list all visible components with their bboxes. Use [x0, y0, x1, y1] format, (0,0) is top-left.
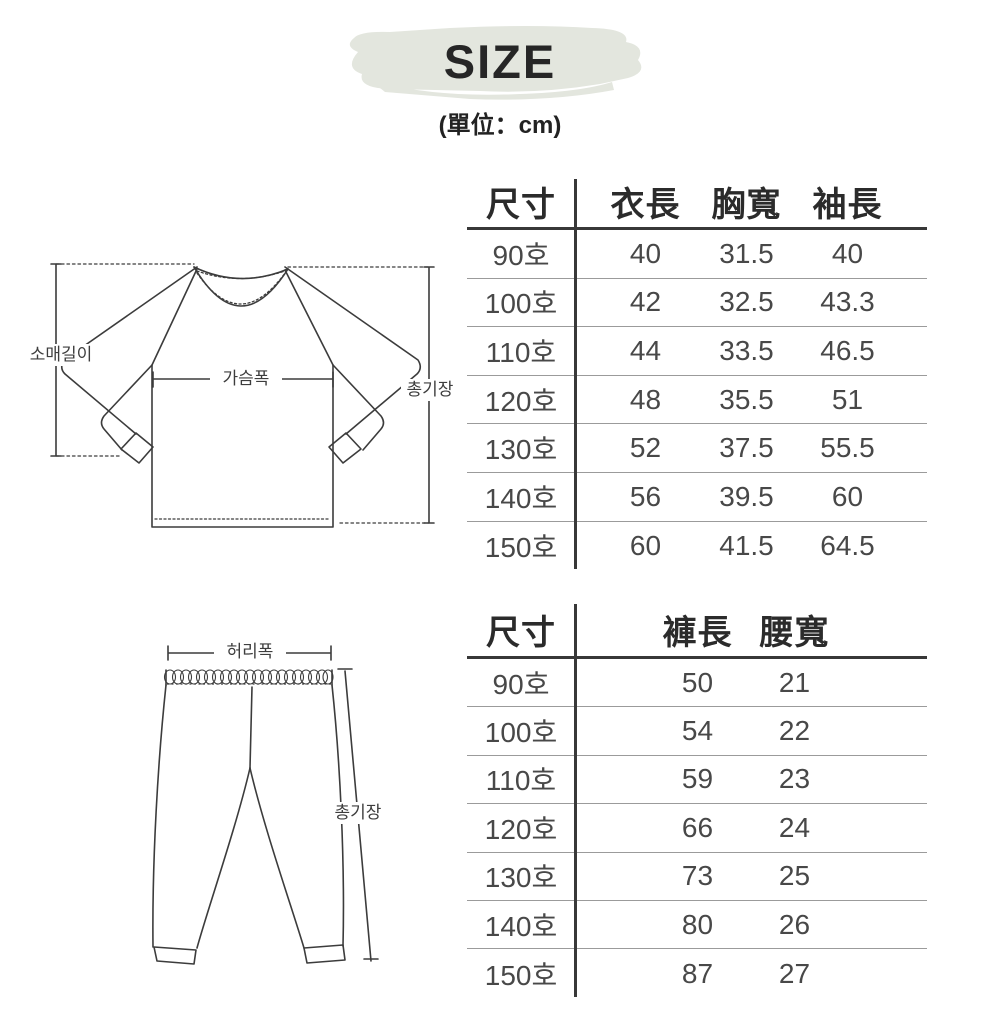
size-cell: 100호	[484, 288, 558, 320]
table-row: 110호 44 33.5 46.5	[467, 327, 927, 376]
table-row: 90호 50 21	[467, 659, 927, 708]
value-cell: 59	[681, 763, 714, 795]
value-cell: 41.5	[719, 529, 774, 561]
size-cell: 130호	[484, 434, 558, 466]
value-cell: 56	[629, 480, 662, 512]
column-header-size: 尺寸	[486, 613, 556, 652]
value-cell: 32.5	[719, 286, 774, 318]
column-header-size: 尺寸	[486, 185, 556, 224]
size-cell: 110호	[485, 336, 557, 368]
value-cell: 40	[629, 237, 662, 269]
size-cell: 150호	[484, 959, 558, 991]
value-cell: 31.5	[719, 237, 774, 269]
value-cell: 48	[629, 383, 662, 415]
table-row: 130호 73 25	[467, 853, 927, 901]
value-cell: 73	[681, 860, 714, 892]
value-cell: 27	[778, 957, 811, 989]
size-cell: 140호	[484, 482, 558, 514]
column-header-pants-length: 褲長	[662, 613, 733, 652]
value-cell: 60	[629, 529, 662, 561]
table-row: 100호 54 22	[467, 707, 927, 756]
value-cell: 66	[681, 811, 714, 843]
value-cell: 54	[681, 715, 714, 747]
sleeve-length-label: 소매길이	[24, 344, 98, 366]
title-block: SIZE	[330, 20, 670, 102]
table-row: 150호 87 27	[467, 949, 927, 997]
size-cell: 120호	[484, 385, 558, 417]
value-cell: 24	[778, 811, 811, 843]
value-cell: 26	[778, 908, 811, 940]
value-cell: 25	[778, 860, 811, 892]
value-cell: 46.5	[820, 334, 875, 366]
column-header-waist-width: 腰寬	[759, 613, 830, 652]
shirt-size-table: 尺寸 衣長 胸寬 袖長 90호 40 31.5 40 100호 42 32.5 …	[467, 175, 927, 570]
value-cell: 39.5	[719, 480, 774, 512]
size-cell: 90호	[492, 239, 550, 271]
value-cell: 51	[831, 383, 864, 415]
table-row: 130호 52 37.5 55.5	[467, 424, 927, 473]
value-cell: 37.5	[719, 432, 774, 464]
waist-width-label: 허리폭	[214, 641, 286, 663]
value-cell: 80	[681, 908, 714, 940]
value-cell: 23	[778, 763, 811, 795]
value-cell: 21	[778, 666, 811, 698]
page-title: SIZE	[443, 34, 557, 88]
value-cell: 33.5	[719, 334, 774, 366]
value-cell: 44	[629, 334, 662, 366]
value-cell: 50	[681, 666, 714, 698]
value-cell: 52	[629, 432, 662, 464]
size-cell: 140호	[484, 910, 558, 942]
size-cell: 120호	[484, 813, 558, 845]
pants-total-length-label: 총기장	[329, 802, 387, 824]
unit-note: (單位：cm)	[438, 112, 562, 139]
value-cell: 64.5	[820, 529, 875, 561]
table-row: 120호 66 24	[467, 804, 927, 853]
column-header-sleeve-length: 袖長	[812, 185, 883, 224]
table-row: 100호 42 32.5 43.3	[467, 279, 927, 328]
value-cell: 43.3	[820, 286, 875, 318]
shirt-total-length-label: 총기장	[401, 379, 459, 401]
value-cell: 55.5	[820, 432, 875, 464]
shirt-diagram: 소매길이 가슴폭 총기장	[0, 240, 470, 540]
table-row: 140호 80 26	[467, 901, 927, 950]
value-cell: 87	[681, 957, 714, 989]
value-cell: 22	[778, 715, 811, 747]
size-cell: 100호	[484, 717, 558, 749]
pants-size-table: 尺寸 褲長 腰寬 90호 50 21 100호 54 22 110호 59 23…	[467, 602, 927, 998]
column-header-garment-length: 衣長	[610, 185, 681, 224]
value-cell: 42	[629, 286, 662, 318]
value-cell: 40	[831, 237, 864, 269]
table-divider-line	[574, 179, 577, 569]
table-row: 120호 48 35.5 51	[467, 376, 927, 425]
table-divider-line	[574, 604, 577, 997]
table-row: 90호 40 31.5 40	[467, 230, 927, 279]
table-header-row: 尺寸 衣長 胸寬 袖長	[467, 175, 927, 230]
pants-line-art	[152, 645, 379, 965]
size-cell: 150호	[484, 531, 558, 563]
size-cell: 110호	[485, 765, 557, 797]
shirt-line-art	[50, 263, 435, 528]
table-header-row: 尺寸 褲長 腰寬	[467, 602, 927, 659]
value-cell: 35.5	[719, 383, 774, 415]
chest-width-label: 가슴폭	[210, 368, 282, 390]
column-header-chest-width: 胸寬	[711, 185, 782, 224]
size-cell: 90호	[492, 668, 550, 700]
size-cell: 130호	[484, 862, 558, 894]
table-row: 140호 56 39.5 60	[467, 473, 927, 522]
table-row: 110호 59 23	[467, 756, 927, 805]
pants-diagram: 허리폭 총기장	[100, 600, 480, 1016]
brush-stroke-highlight	[349, 26, 642, 100]
value-cell: 60	[831, 480, 864, 512]
table-row: 150호 60 41.5 64.5	[467, 522, 927, 571]
